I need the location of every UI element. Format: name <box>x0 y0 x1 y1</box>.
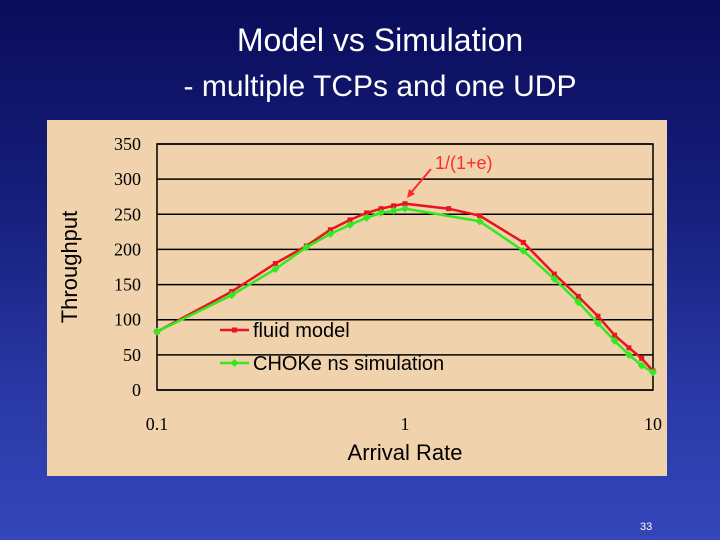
point-fluid-model <box>626 345 632 351</box>
point-fluid-model <box>402 201 408 207</box>
series-fluid-model <box>154 201 656 374</box>
point-fluid-model <box>612 332 618 338</box>
point-fluid-model <box>364 210 370 216</box>
point-choke-ns-simulation <box>271 265 280 274</box>
point-choke-ns-simulation <box>389 206 398 215</box>
point-choke-ns-simulation <box>624 350 633 359</box>
annotation-arrow <box>408 168 432 196</box>
point-choke-ns-simulation <box>475 217 484 226</box>
annotation-arrowhead <box>407 189 415 199</box>
point-fluid-model <box>347 217 353 223</box>
y-tick-label-200: 200 <box>114 239 141 259</box>
legend: fluid model CHOKe ns simulation <box>220 320 444 375</box>
slide-title: Model vs Simulation <box>236 22 524 58</box>
point-choke-ns-simulation <box>326 229 335 238</box>
point-choke-ns-simulation <box>376 208 385 217</box>
x-tick-labels: 0.1 1 10 <box>146 414 662 434</box>
legend-label-choke-ns-simulation: CHOKe ns simulation <box>253 353 444 375</box>
point-choke-ns-simulation <box>401 204 409 213</box>
series-line-fluid-model <box>156 202 654 372</box>
point-fluid-model <box>378 206 384 212</box>
y-tick-label-50: 50 <box>123 345 141 365</box>
point-choke-ns-simulation <box>610 336 619 345</box>
series-choke-ns-simulation <box>153 204 657 377</box>
x-tick-label-10: 10 <box>644 414 662 434</box>
x-tick-label-1: 1 <box>401 414 410 434</box>
slide-number: 33 <box>640 521 653 533</box>
x-tick-label-0.1: 0.1 <box>146 414 169 434</box>
point-fluid-model <box>639 355 645 361</box>
point-fluid-model <box>391 203 397 209</box>
point-choke-ns-simulation <box>574 298 583 307</box>
y-tick-label-350: 350 <box>114 134 141 154</box>
point-fluid-model <box>327 227 333 233</box>
x-axis-label: Arrival Rate <box>348 440 463 465</box>
point-choke-ns-simulation <box>153 327 161 336</box>
throughput-chart: 0 50 100 150 200 250 300 350 0.1 1 10 fluid model… <box>57 134 662 465</box>
point-choke-ns-simulation <box>593 319 602 328</box>
point-choke-ns-simulation <box>637 361 646 370</box>
point-fluid-model <box>595 313 601 319</box>
point-choke-ns-simulation <box>362 213 371 222</box>
point-fluid-model <box>551 271 557 277</box>
point-fluid-model <box>520 239 526 245</box>
point-choke-ns-simulation <box>345 220 354 229</box>
point-choke-ns-simulation <box>302 243 311 252</box>
legend-marker-fluid-model <box>232 327 237 333</box>
point-choke-ns-simulation <box>550 274 559 283</box>
chart-panel: 0 50 100 150 200 250 300 350 0.1 1 10 fluid model… <box>47 120 667 476</box>
y-tick-label-300: 300 <box>114 169 141 189</box>
y-axis-label: Throughput <box>57 211 82 324</box>
y-tick-label-0: 0 <box>132 380 141 400</box>
series-layer <box>153 201 657 377</box>
annotation: 1/(1+e) <box>407 153 493 199</box>
annotation-label: 1/(1+e) <box>435 153 493 173</box>
grid-lines <box>157 143 653 391</box>
plot-frame <box>156 143 654 391</box>
point-fluid-model <box>575 294 581 300</box>
legend-label-fluid-model: fluid model <box>253 320 350 342</box>
legend-marker-choke-ns-simulation <box>230 359 239 367</box>
slide-subtitle: - multiple TCPs and one UDP <box>183 70 577 103</box>
point-choke-ns-simulation <box>519 246 528 255</box>
point-choke-ns-simulation <box>649 368 657 377</box>
point-fluid-model <box>477 213 483 219</box>
y-tick-label-150: 150 <box>114 275 141 295</box>
point-fluid-model <box>272 260 278 266</box>
y-tick-labels: 0 50 100 150 200 250 300 350 <box>114 134 141 400</box>
y-tick-label-100: 100 <box>114 310 141 330</box>
y-tick-label-250: 250 <box>114 204 141 224</box>
point-fluid-model <box>446 206 452 212</box>
point-choke-ns-simulation <box>227 291 236 300</box>
